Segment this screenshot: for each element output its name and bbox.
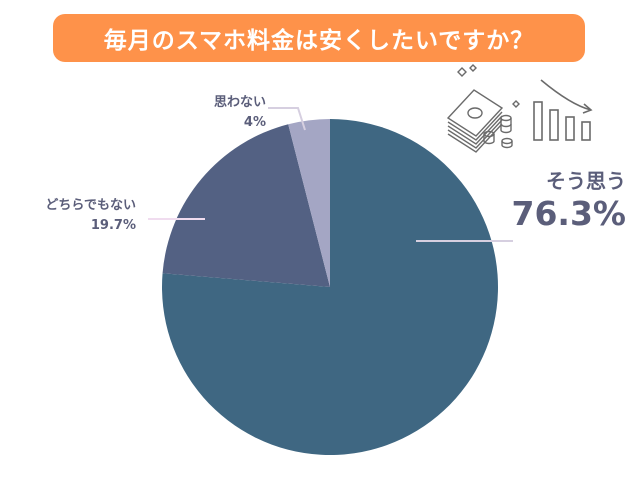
chart-title: 毎月のスマホ料金は安くしたいですか？ <box>103 28 535 54</box>
label-no: 思わない 4% <box>190 93 266 133</box>
label-yes-category: そう思う <box>546 169 626 193</box>
pie-slice-no <box>288 119 330 287</box>
declining-bar-chart-icon <box>533 79 593 141</box>
title-banner: 毎月のスマホ料金は安くしたいですか？ <box>53 14 585 62</box>
label-yes: そう思う 76.3% <box>500 165 627 233</box>
leader-line-no <box>268 107 306 131</box>
label-neutral-value: 19.7% <box>90 218 136 233</box>
label-yes-value: 76.3% <box>511 194 627 233</box>
label-no-category: 思わない <box>213 95 266 110</box>
label-neutral-category: どちらでもない <box>45 198 136 213</box>
pie-slice-neutral <box>162 124 330 287</box>
pie-slice-yes <box>162 119 498 456</box>
money-stack-icon <box>446 64 520 153</box>
label-no-value: 4% <box>243 115 266 130</box>
label-neutral: どちらでもない 19.7% <box>10 196 136 236</box>
